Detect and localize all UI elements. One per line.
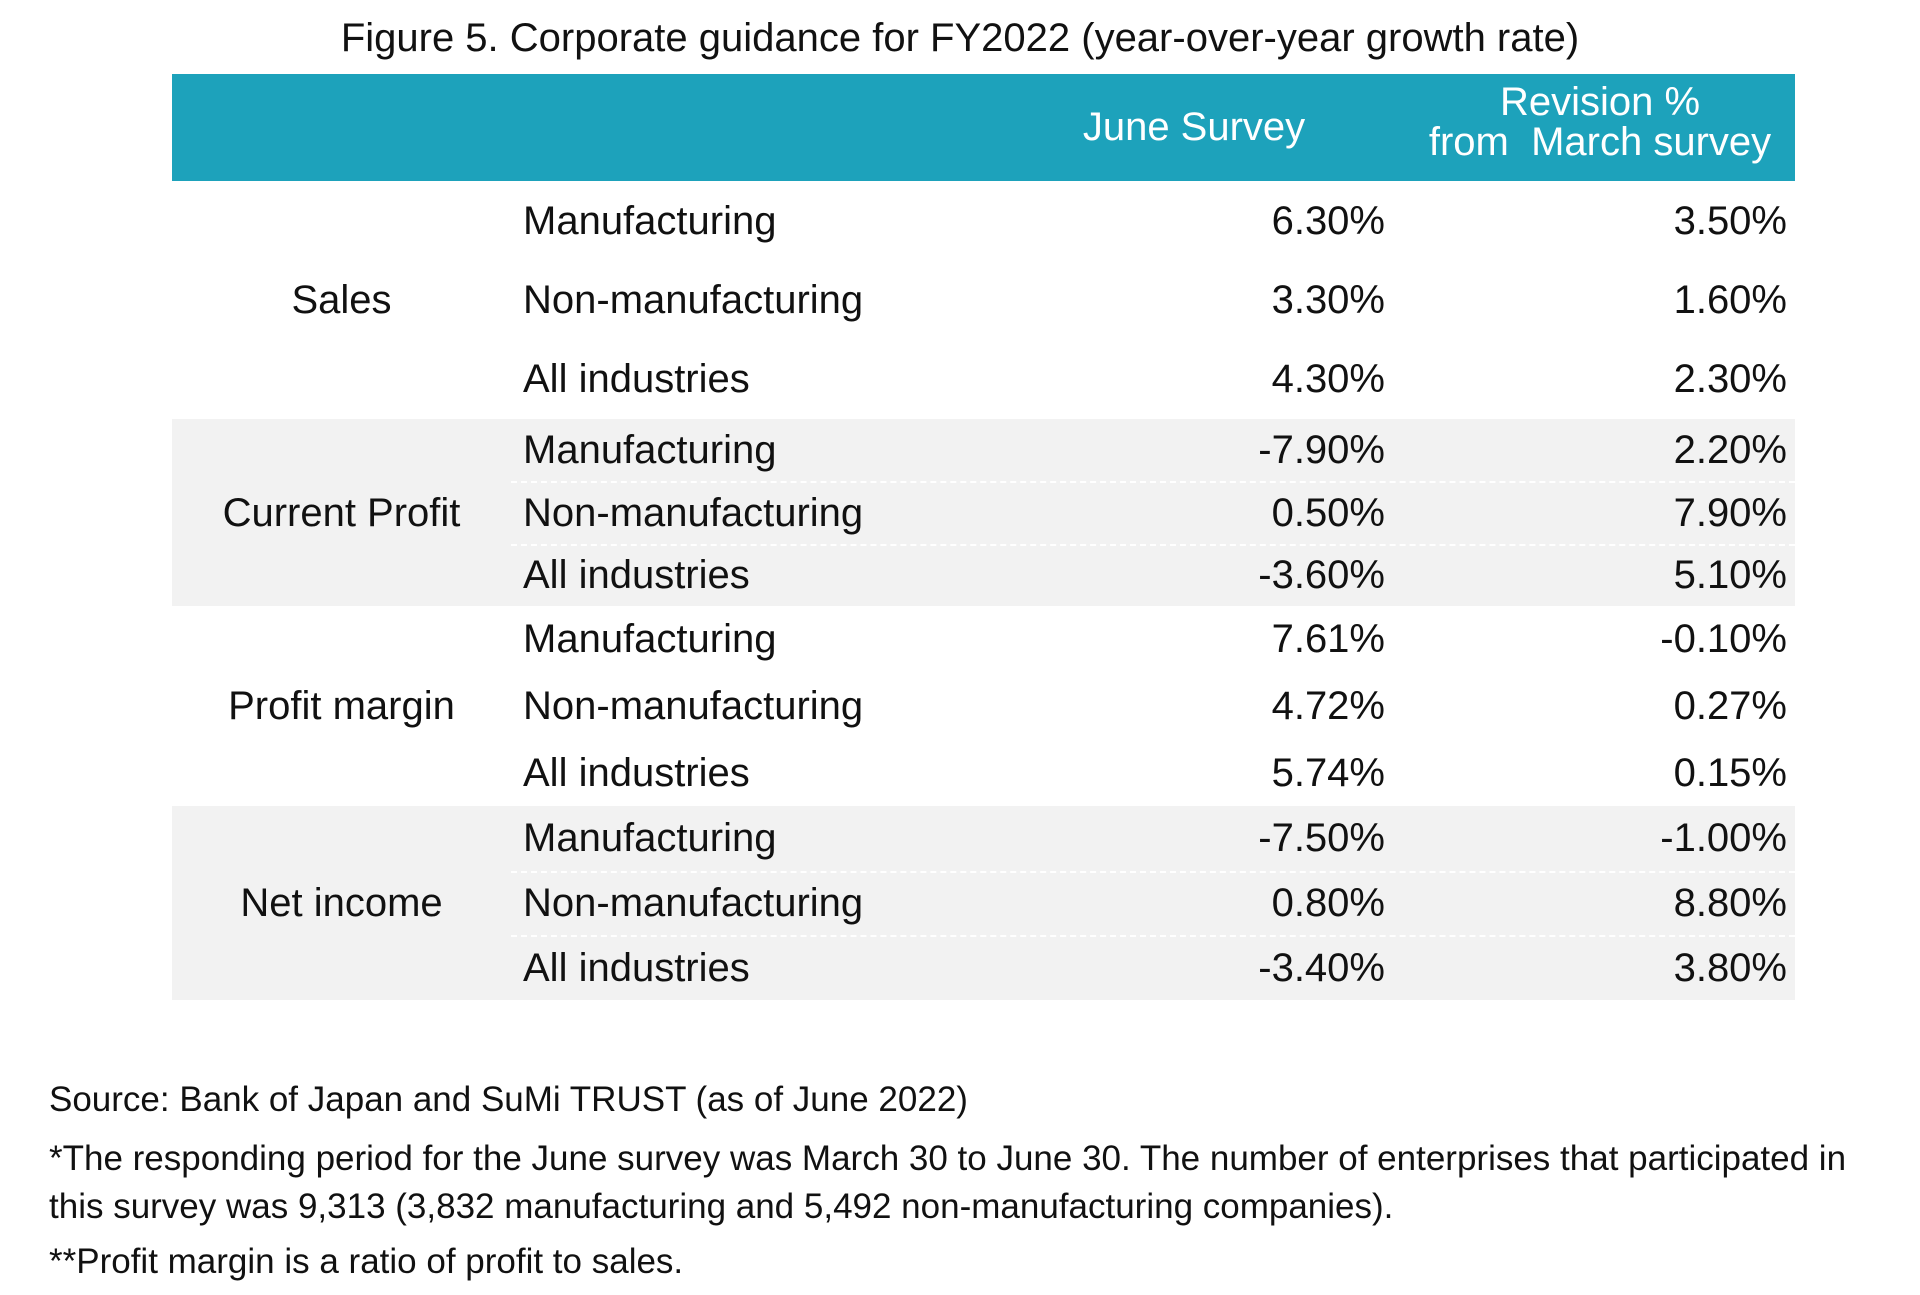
revision-value: 2.30% [1673, 357, 1787, 402]
header-revision: from March survey [1428, 120, 1772, 164]
june-value: 6.30% [1271, 198, 1385, 243]
revision-value: -0.10% [1660, 617, 1787, 662]
category: Non-manufacturing [523, 881, 864, 925]
revision-value: 8.80% [1673, 881, 1787, 925]
header-june: June Survey [1082, 105, 1306, 149]
revision-value: 5.10% [1673, 552, 1787, 597]
june-value: 7.61% [1271, 617, 1385, 662]
group-label: Profit margin [228, 684, 455, 728]
category: Manufacturing [523, 617, 777, 662]
june-value: 5.74% [1271, 750, 1385, 795]
june-value: 0.80% [1271, 881, 1385, 925]
revision-value: 3.80% [1673, 945, 1787, 990]
revision-value: 2.20% [1673, 428, 1787, 473]
june-value: 3.30% [1271, 278, 1385, 322]
title: Figure 5. Corporate guidance for FY2022 … [340, 16, 1580, 60]
group-label: Current Profit [222, 490, 461, 535]
category: All industries [523, 552, 750, 597]
june-value: -3.60% [1258, 552, 1385, 597]
category: Non-manufacturing [523, 278, 864, 322]
category: All industries [523, 945, 750, 990]
category: Non-manufacturing [523, 684, 864, 728]
june-value: -3.40% [1258, 945, 1385, 990]
footnote: *The responding period for the June surv… [49, 1139, 1847, 1226]
footnote: Source: Bank of Japan and SuMi TRUST (as… [49, 1080, 968, 1119]
footnote: **Profit margin is a ratio of profit to … [49, 1242, 684, 1281]
june-value: 0.50% [1271, 490, 1385, 535]
category: Non-manufacturing [523, 490, 864, 535]
category: Manufacturing [523, 816, 777, 861]
revision-value: 7.90% [1673, 490, 1787, 535]
group-background [172, 806, 1795, 1000]
group-label: Net income [240, 881, 443, 925]
category: Manufacturing [523, 428, 777, 473]
group-label: Sales [291, 278, 392, 322]
table-header [172, 74, 1795, 181]
revision-value: 0.15% [1673, 750, 1787, 795]
revision-value: 0.27% [1673, 684, 1787, 728]
revision-value: 3.50% [1673, 198, 1787, 243]
revision-value: -1.00% [1660, 816, 1787, 861]
header-revision: Revision % [1499, 80, 1701, 124]
june-value: -7.90% [1258, 428, 1385, 473]
revision-value: 1.60% [1673, 278, 1787, 322]
june-value: 4.72% [1271, 684, 1385, 728]
category: Manufacturing [523, 198, 777, 243]
june-value: 4.30% [1271, 357, 1385, 402]
row-divider [511, 870, 1795, 873]
category: All industries [523, 357, 750, 402]
row-divider [511, 481, 1795, 484]
category: All industries [523, 750, 750, 795]
row-divider [511, 543, 1795, 546]
june-value: -7.50% [1258, 816, 1385, 861]
row-divider [511, 935, 1795, 938]
group-background [172, 419, 1795, 606]
